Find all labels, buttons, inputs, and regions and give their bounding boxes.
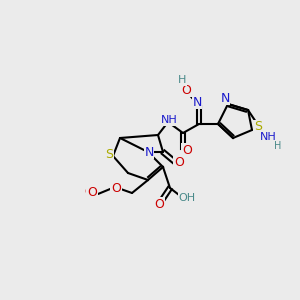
Text: N: N bbox=[144, 146, 154, 158]
Text: S: S bbox=[105, 148, 113, 161]
Text: H: H bbox=[274, 141, 282, 151]
Text: O: O bbox=[111, 182, 121, 194]
Text: O: O bbox=[85, 187, 93, 197]
Text: O: O bbox=[87, 187, 97, 200]
Text: NH: NH bbox=[260, 132, 276, 142]
Text: OH: OH bbox=[178, 193, 196, 203]
Text: O: O bbox=[181, 83, 191, 97]
Text: O: O bbox=[182, 143, 192, 157]
Text: H: H bbox=[178, 75, 186, 85]
Text: N: N bbox=[192, 95, 202, 109]
Text: N: N bbox=[220, 92, 230, 104]
Text: O: O bbox=[154, 197, 164, 211]
Text: NH: NH bbox=[160, 115, 177, 125]
Text: S: S bbox=[254, 121, 262, 134]
Text: O: O bbox=[174, 157, 184, 169]
